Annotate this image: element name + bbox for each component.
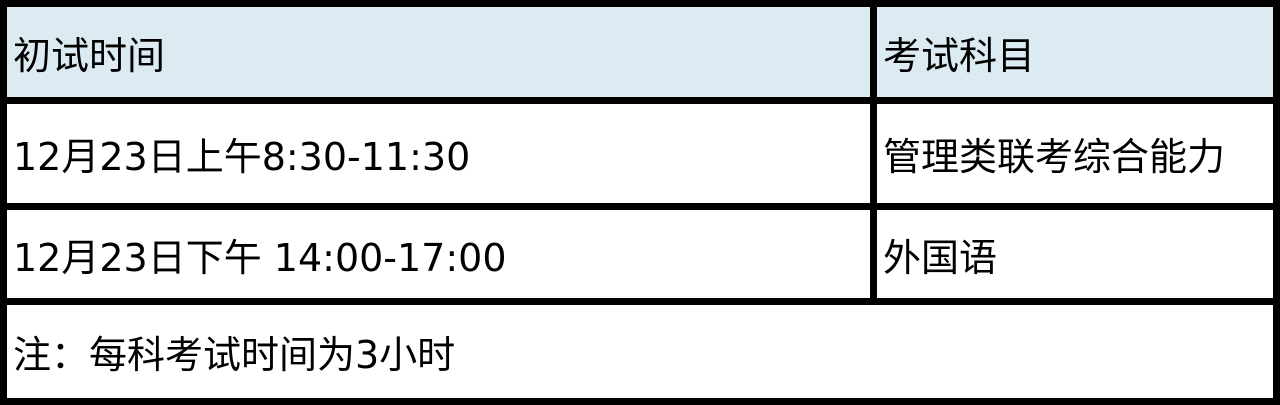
header-cell-subject: 考试科目: [877, 7, 1273, 97]
row1-time: 12月23日上午8:30-11:30: [13, 135, 471, 179]
note-cell: 注：每科考试时间为3小时: [13, 333, 456, 377]
row-divider: [0, 97, 1280, 104]
row-divider: [0, 298, 1280, 305]
row2-time: 12月23日下午 14:00-17:00: [13, 235, 507, 280]
row-divider: [0, 203, 1280, 210]
header-cell-time: 初试时间: [7, 7, 870, 97]
row2-subject: 外国语: [883, 235, 998, 280]
column-divider: [870, 7, 877, 298]
row1-subject: 管理类联考综合能力: [883, 135, 1226, 179]
